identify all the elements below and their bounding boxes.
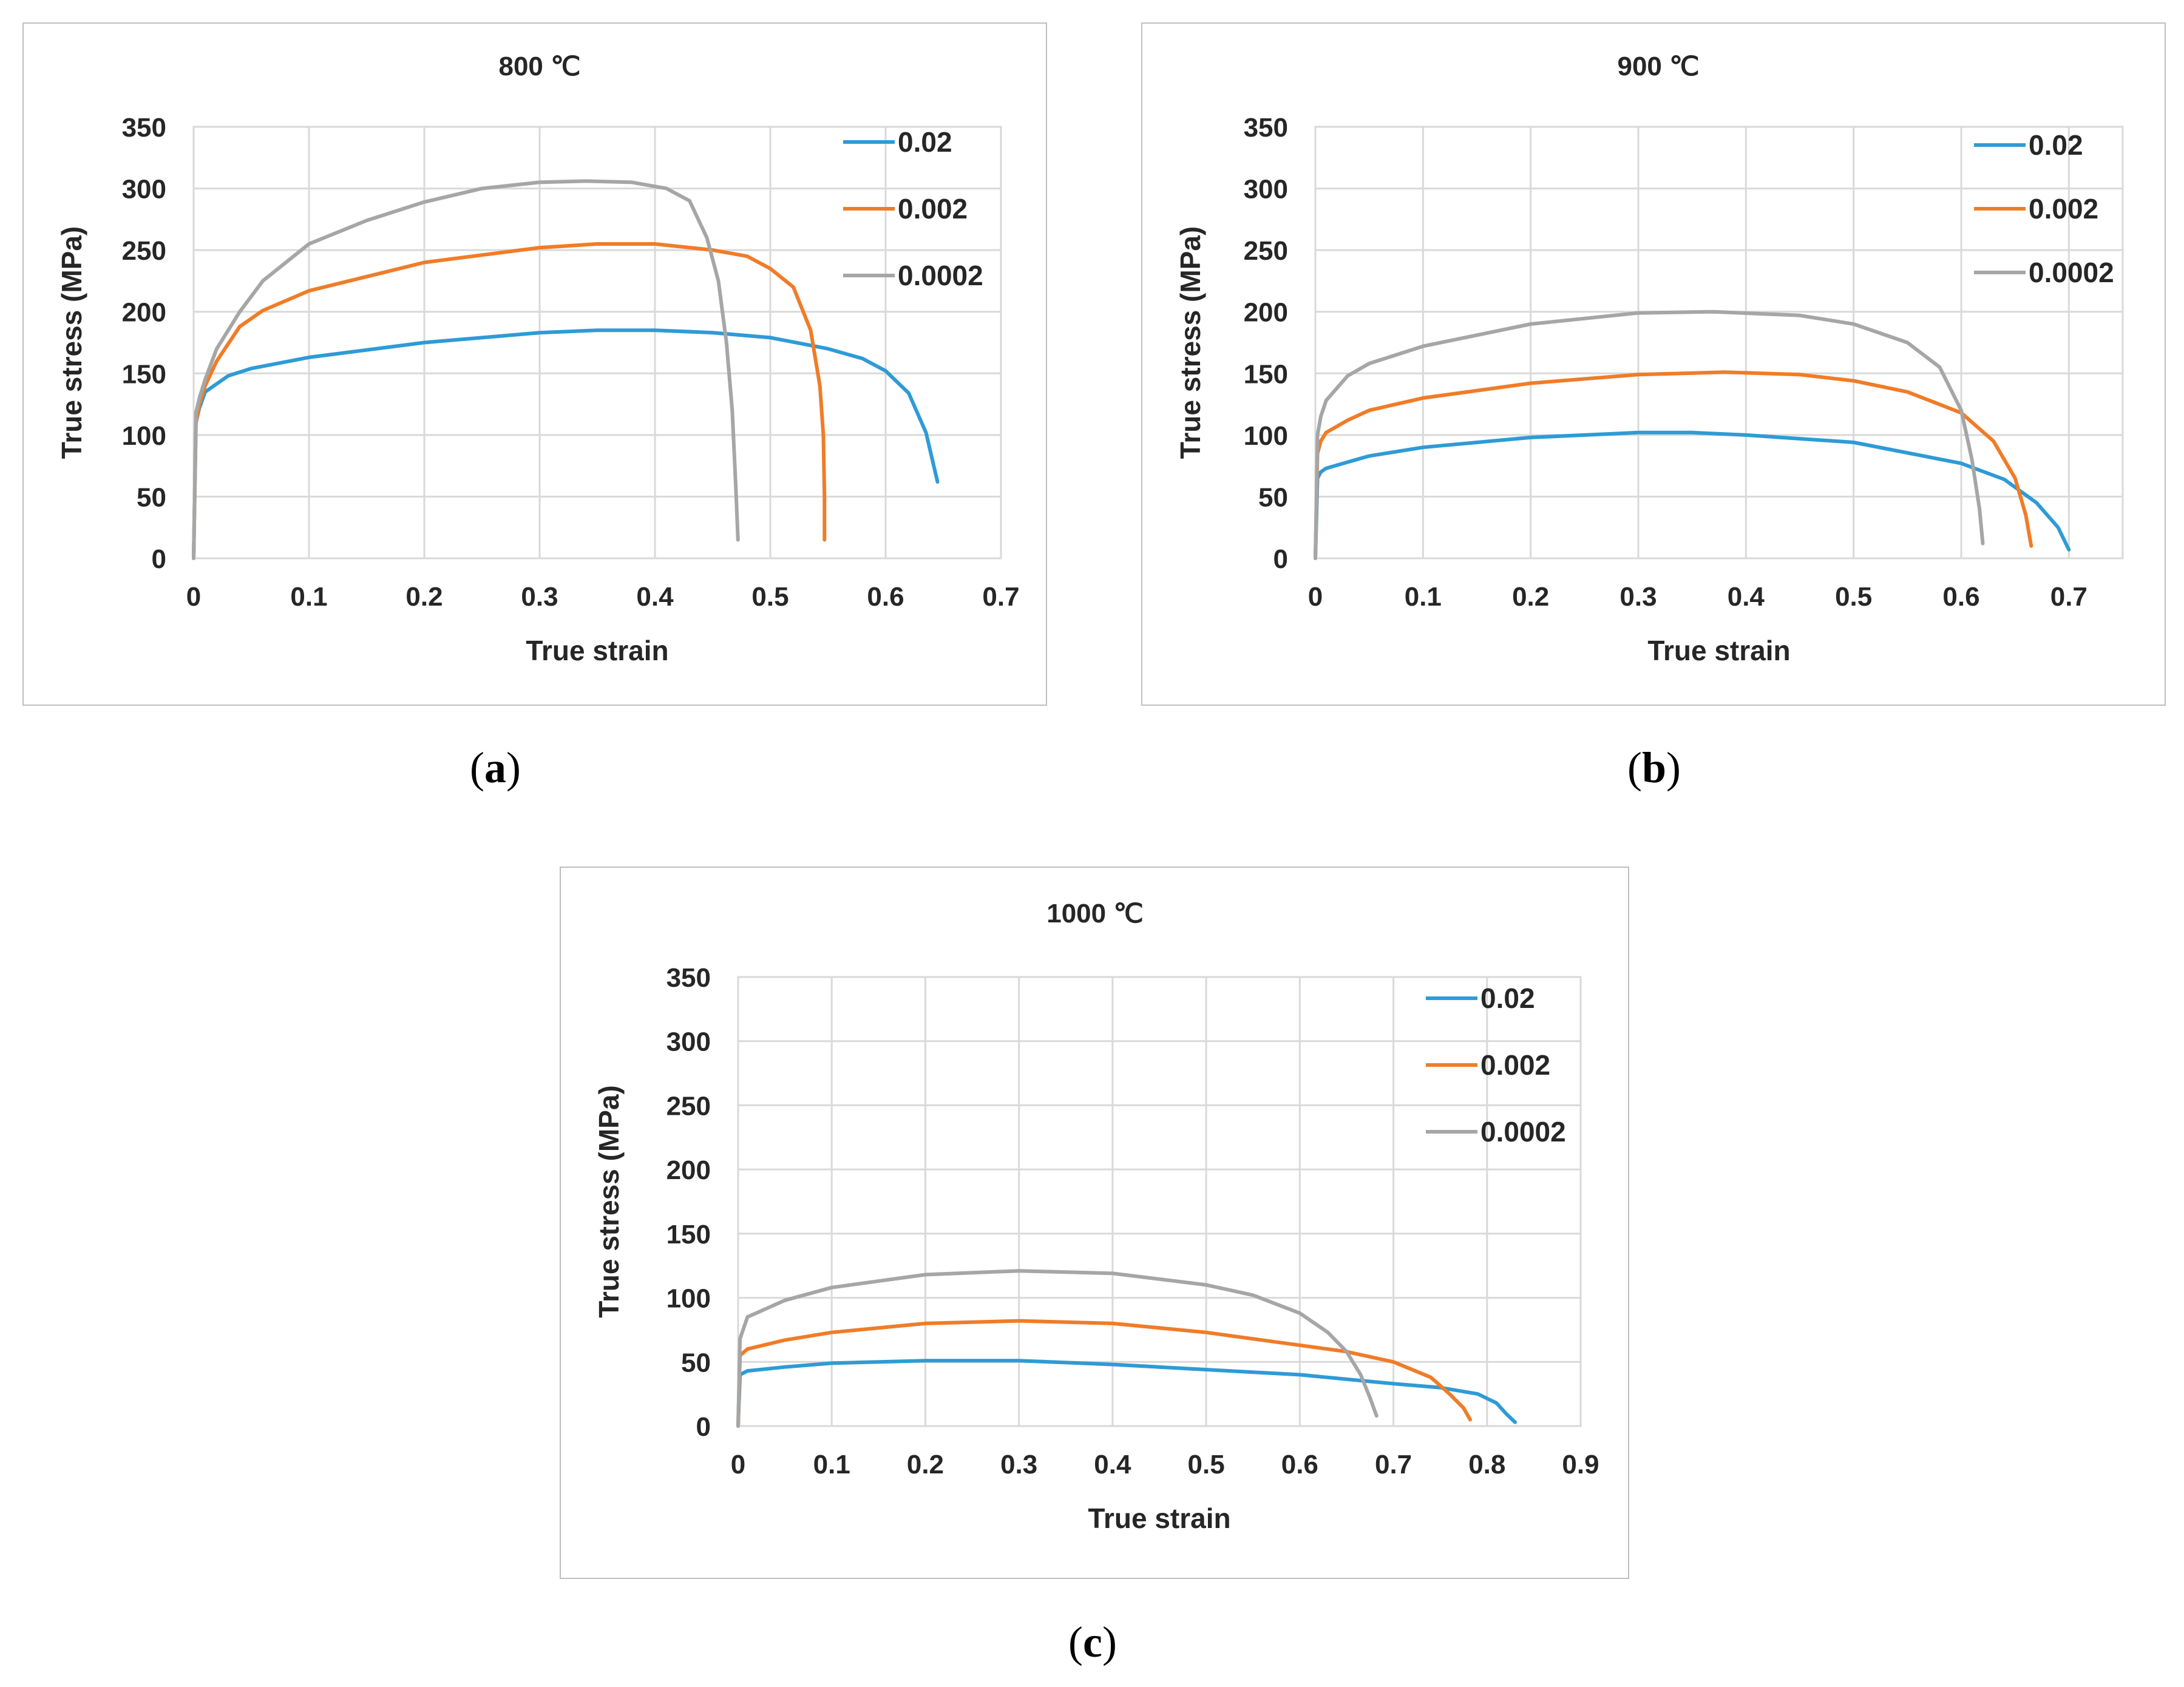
y-tick-label: 350: [666, 963, 711, 993]
chart-panel-1000: 1000 ℃ 0 0.1 0.2 0.3 0.4 0.5 0.6 0.7 0.8 0.9 0 50 100…: [560, 867, 1629, 1579]
legend-label: 0.02: [1480, 982, 1535, 1014]
y-tick-label: 150: [1244, 359, 1288, 389]
legend-label: 0.0002: [898, 260, 983, 291]
y-axis-label: True stress (MPa): [56, 226, 87, 459]
y-tick-label: 150: [122, 359, 166, 389]
y-tick-label: 350: [1244, 113, 1288, 143]
y-axis-label: True stress (MPa): [1175, 226, 1206, 459]
y-axis-label: True stress (MPa): [593, 1085, 625, 1317]
chart-title: 1000 ℃: [1046, 899, 1144, 928]
x-tick-label: 0.5: [751, 582, 788, 612]
x-tick-label: 0.6: [1281, 1450, 1318, 1479]
legend-label: 0.02: [898, 126, 952, 158]
series-line-0_0002: [1314, 309, 1985, 560]
y-tick-label: 0: [1273, 544, 1288, 574]
y-tick-label: 0: [696, 1412, 711, 1442]
x-tick-label: 0.1: [1405, 582, 1442, 612]
y-tick-label: 200: [666, 1155, 711, 1185]
x-tick-label: 0.3: [1619, 582, 1657, 612]
legend-label: 0.0002: [1480, 1116, 1566, 1148]
x-tick-label: 0.7: [982, 582, 1019, 612]
x-tick-label: 0.3: [521, 582, 558, 612]
series-line-0_0002: [736, 1269, 1379, 1428]
legend-label: 0.002: [2029, 193, 2098, 225]
legend-label: 0.002: [1480, 1049, 1550, 1081]
legend-label: 0.002: [898, 193, 968, 225]
y-tick-label: 200: [1244, 298, 1288, 328]
y-tick-label: 150: [666, 1220, 711, 1249]
chart-title: 900 ℃: [1617, 52, 1699, 81]
series-line-0_02: [192, 328, 940, 560]
x-tick-label: 0.6: [867, 582, 904, 612]
x-tick-label: 0.8: [1468, 1450, 1505, 1479]
x-tick-label: 0.4: [636, 582, 674, 612]
caption-a: (a): [470, 743, 521, 792]
series-line-0_02: [736, 1359, 1517, 1428]
legend-label: 0.02: [2029, 129, 2083, 161]
y-tick-label: 50: [681, 1348, 711, 1378]
y-tick-label: 0: [152, 544, 166, 574]
y-tick-label: 200: [122, 298, 166, 328]
caption-c-letter: c: [1083, 1618, 1102, 1666]
x-axis-label: True strain: [1088, 1503, 1230, 1534]
series-line-0_002: [1314, 370, 2033, 560]
x-tick-label: 0: [1308, 582, 1323, 612]
plot-area: [192, 126, 1002, 560]
x-tick-label: 0: [731, 1450, 745, 1479]
x-axis-label: True strain: [1647, 635, 1790, 666]
x-tick-label: 0.1: [813, 1450, 850, 1479]
series-line-0_0002: [192, 179, 740, 560]
chart-svg-1000: 1000 ℃ 0 0.1 0.2 0.3 0.4 0.5 0.6 0.7 0.8 0.9 0 50 100…: [593, 899, 1599, 1534]
y-tick-label: 300: [666, 1027, 711, 1057]
x-tick-label: 0.2: [1512, 582, 1549, 612]
x-tick-label: 0.5: [1835, 582, 1872, 612]
x-tick-label: 0.1: [290, 582, 327, 612]
x-tick-label: 0.5: [1188, 1450, 1225, 1479]
x-tick-label: 0.6: [1942, 582, 1979, 612]
x-tick-label: 0.4: [1094, 1450, 1131, 1479]
chart-panel-900: 900 ℃ 0 0.1 0.2 0.3 0.4 0.5 0.6 0.7 0 50 100 150 200 2…: [1141, 22, 2166, 706]
x-tick-label: 0.2: [907, 1450, 944, 1479]
y-tick-label: 250: [1244, 236, 1288, 266]
x-tick-label: 0.7: [1375, 1450, 1412, 1479]
y-tick-label: 250: [666, 1091, 711, 1121]
x-tick-label: 0.9: [1562, 1450, 1599, 1479]
chart-svg-900: 900 ℃ 0 0.1 0.2 0.3 0.4 0.5 0.6 0.7 0 50 100 150 200 2…: [1175, 52, 2124, 666]
series-line-0_002: [192, 242, 827, 560]
caption-b-letter: b: [1641, 743, 1667, 792]
y-tick-label: 350: [122, 113, 166, 143]
y-tick-label: 50: [137, 482, 166, 512]
y-tick-label: 50: [1258, 482, 1288, 512]
x-tick-label: 0.3: [1000, 1450, 1037, 1479]
caption-a-letter: a: [484, 743, 506, 792]
chart-panel-800: 800 ℃ 0 0.1 0.2 0.3 0.4 0.5 0.6 0.7 0 50 100 150 200 2…: [22, 22, 1047, 706]
caption-b: (b): [1627, 743, 1681, 792]
chart-svg-800: 800 ℃ 0 0.1 0.2 0.3 0.4 0.5 0.6 0.7 0 50 100 150 200 2…: [56, 52, 1020, 666]
x-tick-label: 0: [186, 582, 201, 612]
series-line-0_02: [1314, 430, 2071, 560]
caption-c: (c): [1068, 1618, 1117, 1666]
x-tick-label: 0.4: [1728, 582, 1765, 612]
x-tick-label: 0.2: [405, 582, 443, 612]
y-tick-label: 300: [1244, 175, 1288, 205]
y-tick-label: 100: [666, 1284, 711, 1314]
legend-label: 0.0002: [2029, 257, 2114, 288]
x-tick-label: 0.7: [2050, 582, 2087, 612]
y-tick-label: 100: [122, 421, 166, 451]
y-tick-label: 300: [122, 175, 166, 205]
plot-area: [737, 976, 1582, 1427]
y-tick-label: 250: [122, 236, 166, 266]
chart-title: 800 ℃: [498, 52, 580, 81]
x-axis-label: True strain: [526, 635, 668, 666]
y-tick-label: 100: [1244, 421, 1288, 451]
series-line-0_002: [736, 1319, 1472, 1428]
